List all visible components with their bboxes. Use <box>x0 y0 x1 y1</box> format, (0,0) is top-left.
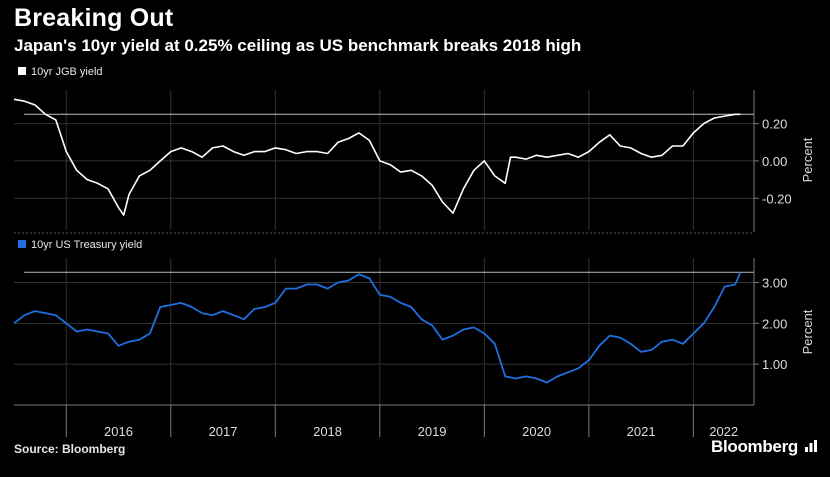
jgb-legend-swatch <box>18 67 26 75</box>
x-tick-label-2021: 2021 <box>627 424 656 439</box>
ust-ytick-label-2: 1.00 <box>762 357 787 372</box>
ust-ytick-label-0: 3.00 <box>762 276 787 291</box>
brand-logo: Bloomberg <box>710 437 798 456</box>
ust-panel: 10yr US Treasury yield 3.00 2.00 1.00 Perc… <box>13 239 815 405</box>
jgb-panel: 10yr JGB yield 0.20 0.00 -0.20 Percent <box>13 66 815 232</box>
x-tick-label-2018: 2018 <box>313 424 342 439</box>
jgb-ytick-label-1: 0.00 <box>762 154 787 169</box>
ust-series-line <box>13 271 742 384</box>
x-tick-label-2017: 2017 <box>209 424 238 439</box>
jgb-ytick-label-0: 0.20 <box>762 117 787 132</box>
ust-legend-swatch <box>18 240 26 248</box>
chart-subtitle: Japan's 10yr yield at 0.25% ceiling as U… <box>14 36 582 55</box>
x-tick-label-2019: 2019 <box>418 424 447 439</box>
source-note: Source: Bloomberg <box>14 442 126 456</box>
jgb-ylabel: Percent <box>800 137 815 182</box>
x-tick-label-2020: 2020 <box>522 424 551 439</box>
chart-title: Breaking Out <box>14 4 174 32</box>
jgb-ytick-label-2: -0.20 <box>762 191 792 206</box>
jgb-legend-label: 10yr JGB yield <box>31 66 103 78</box>
x-tick-label-2016: 2016 <box>104 424 133 439</box>
ust-ylabel: Percent <box>800 309 815 354</box>
bloomberg-chart-icon <box>805 440 817 452</box>
jgb-series-line <box>13 98 741 216</box>
ust-legend-label: 10yr US Treasury yield <box>31 239 142 251</box>
x-tick-label-2022: 2022 <box>709 424 738 439</box>
ust-ytick-label-1: 2.00 <box>762 316 787 331</box>
